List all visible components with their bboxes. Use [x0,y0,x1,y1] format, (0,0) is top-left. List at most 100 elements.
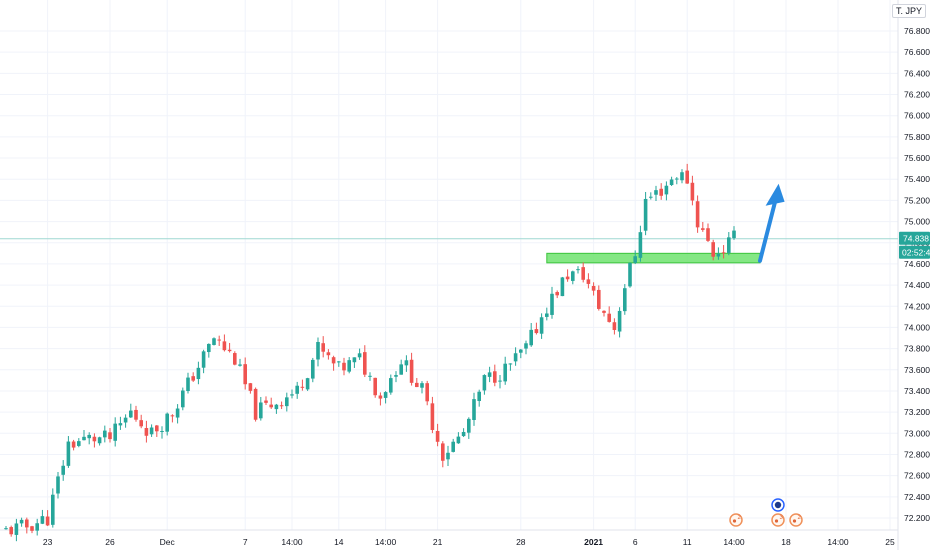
candle-body [113,423,117,441]
time-axis[interactable]: 23 26 Dec 7 14:00 14 14:00 21 28 2021 6 11 14:00 18 14… [43,537,895,547]
candle-body [643,198,648,231]
candle-body [92,436,97,442]
candle-body [716,253,721,257]
time-tick-label: Dec [160,537,176,547]
candle-body [597,289,601,309]
price-tick-label: 76.200 [904,90,930,100]
price-tick-label: 75.800 [904,132,930,142]
candle-body [545,313,549,317]
candle-body [498,380,502,382]
price-tick-label: 72.800 [904,449,930,459]
candle-body [425,383,429,402]
candle-body [357,353,362,358]
candle-body [212,338,216,345]
candle-body [82,436,86,441]
event-icon-dot [732,519,737,523]
candle-body [560,277,565,297]
price-tick-label: 74.400 [904,280,930,290]
candle-body [555,292,559,296]
candle-body [529,329,533,346]
candle-body [534,329,539,334]
candle-body [461,431,466,437]
candle-body [342,362,346,371]
time-tick-label: 14 [334,537,344,547]
candle-body [108,432,112,440]
candle-body [316,341,320,360]
candle-body [628,262,632,287]
candle-body [243,364,247,385]
candle-body [253,388,258,420]
candle-body [524,343,528,349]
candle-body [30,526,34,531]
time-tick-label: 21 [433,537,443,547]
candle-body [139,420,143,427]
candle-body [368,375,372,377]
support-zone-layer [546,252,761,264]
candle-body [539,317,544,334]
candle-body [727,237,731,253]
time-tick-label: 11 [683,537,692,547]
price-tick-label: 73.200 [904,407,930,417]
candle-body [326,352,331,356]
support-zone [546,252,761,264]
candle-body [9,527,13,535]
candle-body [71,441,76,448]
price-tick-label: 72.200 [904,513,930,523]
price-tick-label: 74.000 [904,322,930,332]
flag-icon-center [774,501,782,509]
candle-body [40,516,45,524]
event-icon-dot [792,519,797,523]
candle-body [685,170,689,184]
candles-layer [4,163,736,542]
event-icon [789,513,803,527]
price-tick-label: 74.600 [904,259,930,269]
candle-body [87,434,91,439]
candle-body [732,230,736,239]
candle-body [404,360,409,366]
price-tick-label: 74.200 [904,301,930,311]
candle-body [279,405,284,407]
price-tick-label: 72.600 [904,471,930,481]
candle-body [118,423,123,426]
candle-body [420,383,424,388]
countdown-label: 02:52:40 [902,248,932,258]
candle-body [248,383,253,391]
price-tick-label: 76.800 [904,26,930,36]
candle-body [664,185,669,195]
candle-body [201,351,206,368]
candle-body [238,364,242,366]
candle-body [264,400,268,403]
candle-body [160,430,164,432]
candle-body [482,375,487,391]
price-axis[interactable]: 72.200 72.400 72.600 72.800 73.000 73.200 73.4… [899,26,932,523]
price-tick-label: 73.600 [904,365,930,375]
candle-body [612,322,617,330]
candle-body [659,188,663,196]
candle-body [472,399,476,420]
candle-body [134,409,138,420]
candle-body [701,228,705,230]
symbol-label[interactable]: T. JPY [891,4,926,18]
event-count: 2 [798,515,802,521]
event-count: 2 [738,515,742,521]
candle-body [415,382,419,388]
price-tick-label: 72.400 [904,492,930,502]
candle-body [477,391,481,402]
candle-body [487,372,492,377]
last-price-tag [899,231,930,245]
time-tick-label: 28 [516,537,526,547]
countdown-tag [899,245,930,259]
candle-body [378,395,383,399]
candle-body [654,190,658,195]
price-tick-label: 75.400 [904,174,930,184]
candle-body [394,375,398,377]
candle-body [149,427,154,435]
event-count: 3 [780,515,784,521]
candle-body [550,293,554,315]
candle-body [617,310,622,332]
candle-body [181,390,185,408]
price-tick-label: 75.200 [904,195,930,205]
candle-body [623,288,627,312]
candle-body [191,376,195,381]
